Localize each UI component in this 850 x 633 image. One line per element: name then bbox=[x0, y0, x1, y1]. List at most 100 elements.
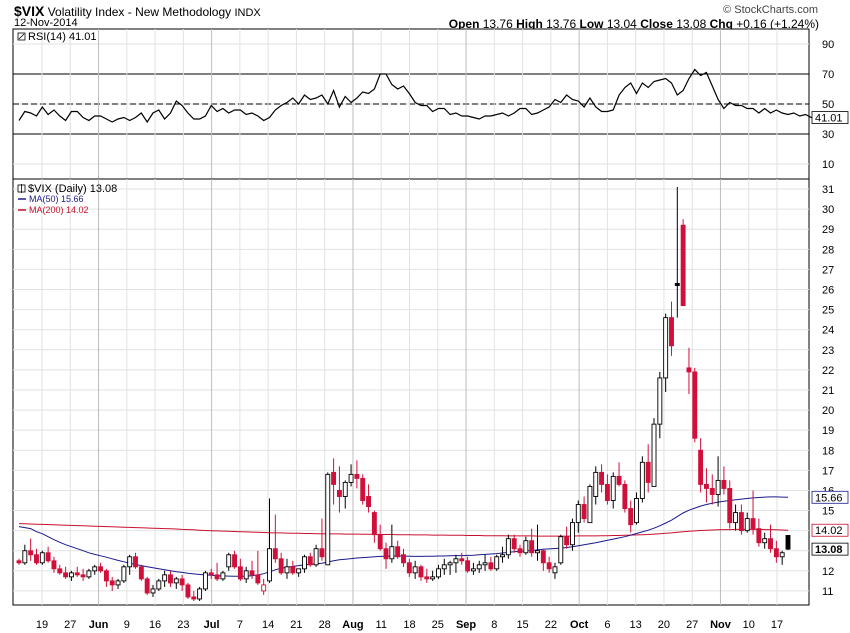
candle-body bbox=[581, 504, 587, 520]
candle bbox=[232, 550, 238, 569]
candle-body bbox=[127, 556, 133, 568]
candle bbox=[360, 474, 366, 505]
candle bbox=[249, 560, 255, 579]
candle-body bbox=[319, 548, 325, 558]
candle-body bbox=[168, 574, 173, 584]
candle bbox=[34, 548, 39, 565]
candle-body bbox=[296, 568, 302, 574]
rsi-tick-label: 10 bbox=[822, 159, 834, 171]
candle-body bbox=[232, 554, 238, 568]
x-tick-label: 17 bbox=[771, 619, 783, 631]
candle bbox=[51, 556, 57, 573]
candle-body bbox=[401, 554, 406, 564]
candle bbox=[243, 566, 249, 583]
price-tick-label: 27 bbox=[822, 264, 834, 276]
candle-body bbox=[733, 512, 739, 524]
candle-body bbox=[768, 538, 773, 550]
candle bbox=[109, 576, 115, 591]
candle-body bbox=[255, 574, 261, 584]
candle bbox=[564, 526, 570, 549]
candle bbox=[674, 187, 680, 318]
candle-body bbox=[593, 471, 599, 497]
candle bbox=[185, 582, 191, 599]
price-tick-label: 20 bbox=[822, 405, 834, 417]
candle bbox=[698, 438, 704, 493]
candle-body bbox=[494, 556, 500, 570]
candle bbox=[173, 576, 179, 589]
x-tick-label: 27 bbox=[64, 619, 76, 631]
candle-body bbox=[599, 471, 605, 485]
candle bbox=[16, 558, 22, 565]
ohlc-label-low: Low bbox=[579, 17, 607, 31]
candle-body bbox=[302, 556, 307, 570]
candle-body bbox=[575, 504, 581, 524]
price-tick-label: 28 bbox=[822, 244, 834, 256]
price-tick-label: 21 bbox=[822, 385, 834, 397]
candle-body bbox=[709, 488, 715, 495]
candle bbox=[558, 534, 564, 565]
ma200-legend-label: MA(200) 14.02 bbox=[29, 205, 89, 215]
candle bbox=[750, 490, 756, 535]
index-name: Volatility Index - New Methodology bbox=[47, 5, 232, 19]
x-tick-label: 27 bbox=[686, 619, 698, 631]
candle-body bbox=[727, 488, 733, 524]
candle-body bbox=[74, 572, 80, 576]
rsi-line bbox=[18, 68, 818, 124]
candle-body bbox=[278, 558, 284, 574]
x-tick-label: 20 bbox=[658, 619, 670, 631]
x-tick-label: Aug bbox=[342, 619, 363, 631]
ohlc-value-open: 13.76 bbox=[482, 17, 513, 31]
candle bbox=[92, 564, 98, 575]
candle bbox=[412, 560, 418, 579]
candle bbox=[517, 544, 523, 557]
candle-body bbox=[698, 449, 704, 485]
chart-date: 12-Nov-2014 bbox=[14, 17, 78, 29]
candle-body bbox=[336, 490, 342, 497]
candle bbox=[237, 558, 243, 581]
price-title: $VIX (Daily) 13.08 bbox=[28, 183, 117, 195]
candle-body bbox=[162, 574, 168, 582]
candle bbox=[401, 548, 406, 567]
candle bbox=[28, 538, 34, 561]
candle bbox=[768, 524, 773, 553]
candle-body bbox=[98, 566, 104, 572]
candle-body bbox=[756, 528, 762, 544]
watermark: © StockCharts.com bbox=[723, 4, 818, 16]
candle-body bbox=[523, 540, 529, 554]
candle bbox=[156, 578, 162, 591]
ma200-last-value-box bbox=[811, 523, 849, 537]
rsi-panel: 10 30 50 70 90 RSI(14) 41.01 41.01 bbox=[12, 28, 849, 180]
candle-body bbox=[226, 554, 232, 568]
candle-body bbox=[150, 588, 156, 594]
candle bbox=[389, 524, 395, 563]
candle-body bbox=[115, 580, 121, 586]
candlesticks bbox=[16, 187, 791, 601]
candle bbox=[272, 514, 278, 563]
candle-body bbox=[144, 578, 150, 594]
candle bbox=[63, 566, 69, 579]
candle-body bbox=[692, 371, 698, 439]
candle-body bbox=[406, 562, 412, 574]
candle-body bbox=[738, 512, 744, 532]
price-tick-label: 31 bbox=[822, 184, 834, 196]
candle bbox=[616, 462, 622, 487]
candle bbox=[721, 466, 727, 495]
candle bbox=[348, 464, 354, 487]
candle bbox=[756, 518, 762, 547]
candle-body bbox=[459, 558, 465, 562]
symbol: $VIX bbox=[14, 3, 45, 19]
candle-body bbox=[511, 538, 517, 550]
candle bbox=[692, 367, 698, 443]
candle bbox=[680, 219, 686, 307]
rsi-legend-swatch-mark bbox=[18, 33, 25, 40]
candle-body bbox=[412, 566, 418, 574]
price-tick-label: 12 bbox=[822, 566, 834, 578]
candle bbox=[307, 552, 313, 567]
price-tick-label: 23 bbox=[822, 345, 834, 357]
candle bbox=[138, 564, 144, 581]
ohlc-label-chg: Chg bbox=[709, 17, 737, 31]
candle bbox=[39, 550, 45, 565]
candle bbox=[494, 554, 500, 571]
candle bbox=[366, 484, 371, 513]
candle bbox=[744, 512, 750, 533]
